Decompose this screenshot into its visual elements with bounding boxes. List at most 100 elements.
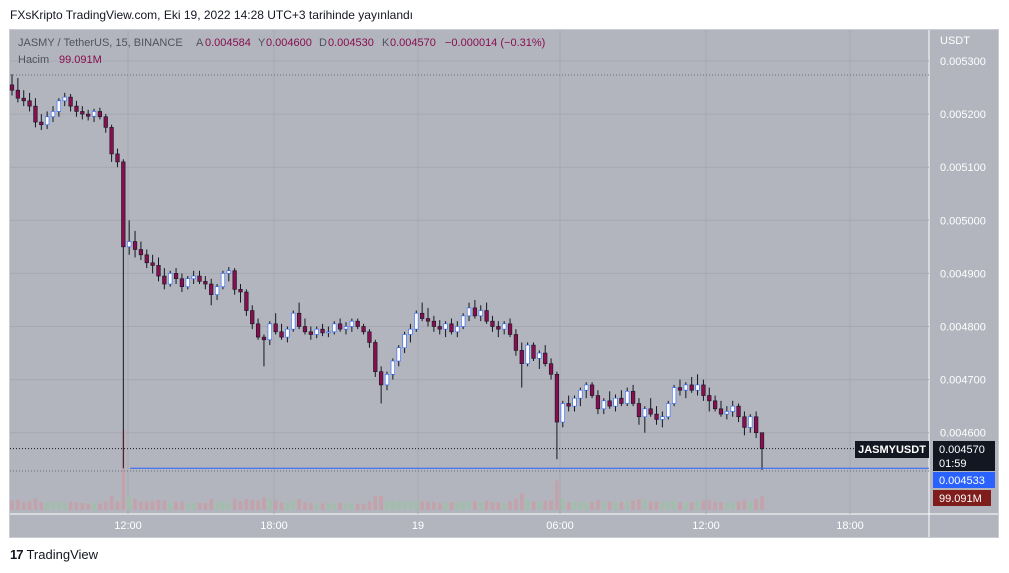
volume-bar [150, 501, 155, 510]
candle-body [27, 100, 32, 107]
volume-bar [303, 502, 307, 510]
volume-bar [355, 503, 360, 510]
price-tick-label: 0.004800 [940, 322, 986, 334]
candle-body [677, 387, 683, 391]
volume-bar [338, 503, 342, 510]
candles [9, 74, 765, 470]
volume-bar [537, 501, 542, 510]
candle-body [173, 273, 179, 280]
candle-body [402, 334, 407, 349]
candle-body [724, 411, 729, 415]
volume-bar [174, 502, 178, 510]
tradingview-logo[interactable]: 17 TradingView [10, 547, 98, 562]
volume-bar [115, 501, 120, 510]
volume-bar [367, 501, 372, 510]
candle-body [338, 323, 343, 330]
tradingview-brand: TradingView [26, 547, 99, 562]
candle-body [648, 408, 653, 415]
volume-bar [332, 503, 337, 510]
volume-bar [719, 502, 723, 510]
volume-bars [10, 430, 764, 510]
volume-bar [742, 499, 747, 510]
volume-bar [256, 500, 260, 510]
volume-bar [109, 495, 114, 510]
candle-body [197, 275, 202, 282]
plot-area[interactable] [10, 30, 929, 514]
symbol-label-box [855, 441, 929, 458]
volume-bar [508, 501, 512, 510]
candle-body [45, 116, 50, 126]
candle-body [748, 416, 753, 428]
price-tick-label: 0.005300 [940, 56, 986, 68]
volume-bar [713, 502, 717, 510]
price-tick-label: 0.004900 [940, 268, 986, 280]
volume-bar [467, 501, 471, 510]
price-tick-label: 0.005000 [940, 215, 986, 227]
volume-bar [320, 503, 325, 510]
volume-bar [549, 500, 553, 510]
candle-body [560, 403, 565, 423]
candle-body [589, 384, 595, 396]
candle-body [267, 323, 272, 341]
candle-body [695, 384, 700, 391]
candle-body [425, 318, 431, 322]
candle-body [525, 344, 530, 364]
volume-bar [730, 502, 735, 510]
candle-body [33, 105, 38, 123]
candle-body [80, 111, 85, 115]
candle-body [320, 328, 325, 334]
volume-bar [373, 495, 378, 510]
tradingview-logo-icon: 17 [10, 547, 24, 562]
volume-bar [326, 503, 331, 510]
time-axis-area[interactable] [10, 514, 998, 537]
price-axis-area[interactable] [929, 30, 998, 514]
candle-body [349, 320, 354, 327]
candle-body [455, 326, 460, 333]
volume-bar [396, 500, 401, 510]
candle-body [50, 111, 56, 118]
legend-open-value: 0.004584 [205, 37, 251, 49]
volume-bar [572, 502, 577, 510]
price-tick-label: 0.004600 [940, 428, 986, 440]
candle-body [408, 328, 413, 335]
candle-body [91, 111, 97, 117]
volume-bar [285, 502, 290, 510]
time-tick-label: 12:00 [114, 520, 142, 532]
volume-bar [695, 500, 700, 510]
volume-bar [39, 502, 44, 510]
volume-bar [226, 502, 231, 510]
volume-bar [215, 502, 219, 510]
volume-bar [267, 499, 272, 510]
candle-body [191, 275, 196, 280]
volume-bar [760, 495, 764, 510]
volume-bar [519, 493, 524, 510]
candle-body [214, 286, 220, 295]
candle-body [513, 334, 519, 351]
volume-bar [514, 499, 518, 510]
candle-body [109, 127, 114, 155]
volume-bar [279, 502, 284, 510]
candle-body [103, 116, 108, 128]
candle-body [519, 350, 524, 364]
candle-body [660, 416, 665, 420]
candle-body [132, 241, 138, 250]
volume-bar [402, 500, 407, 510]
volume-bar [654, 501, 659, 510]
chart-publish-header: FXsKripto TradingView.com, Eki 19, 2022 … [10, 8, 414, 22]
candle-body [179, 278, 185, 287]
volume-bar [437, 502, 442, 510]
candle-body [431, 320, 436, 327]
candle-body [209, 283, 214, 295]
candle-body [343, 326, 349, 330]
volume-bar [420, 501, 424, 510]
candle-body [326, 331, 331, 334]
candle-body [443, 323, 448, 330]
candle-body [507, 323, 513, 335]
candle-body [220, 273, 226, 287]
volume-bar [461, 502, 465, 510]
volume-bar [689, 502, 694, 510]
volume-bar [678, 502, 682, 510]
legend-volume-value: 99.091M [59, 54, 102, 66]
volume-bar [51, 502, 55, 510]
